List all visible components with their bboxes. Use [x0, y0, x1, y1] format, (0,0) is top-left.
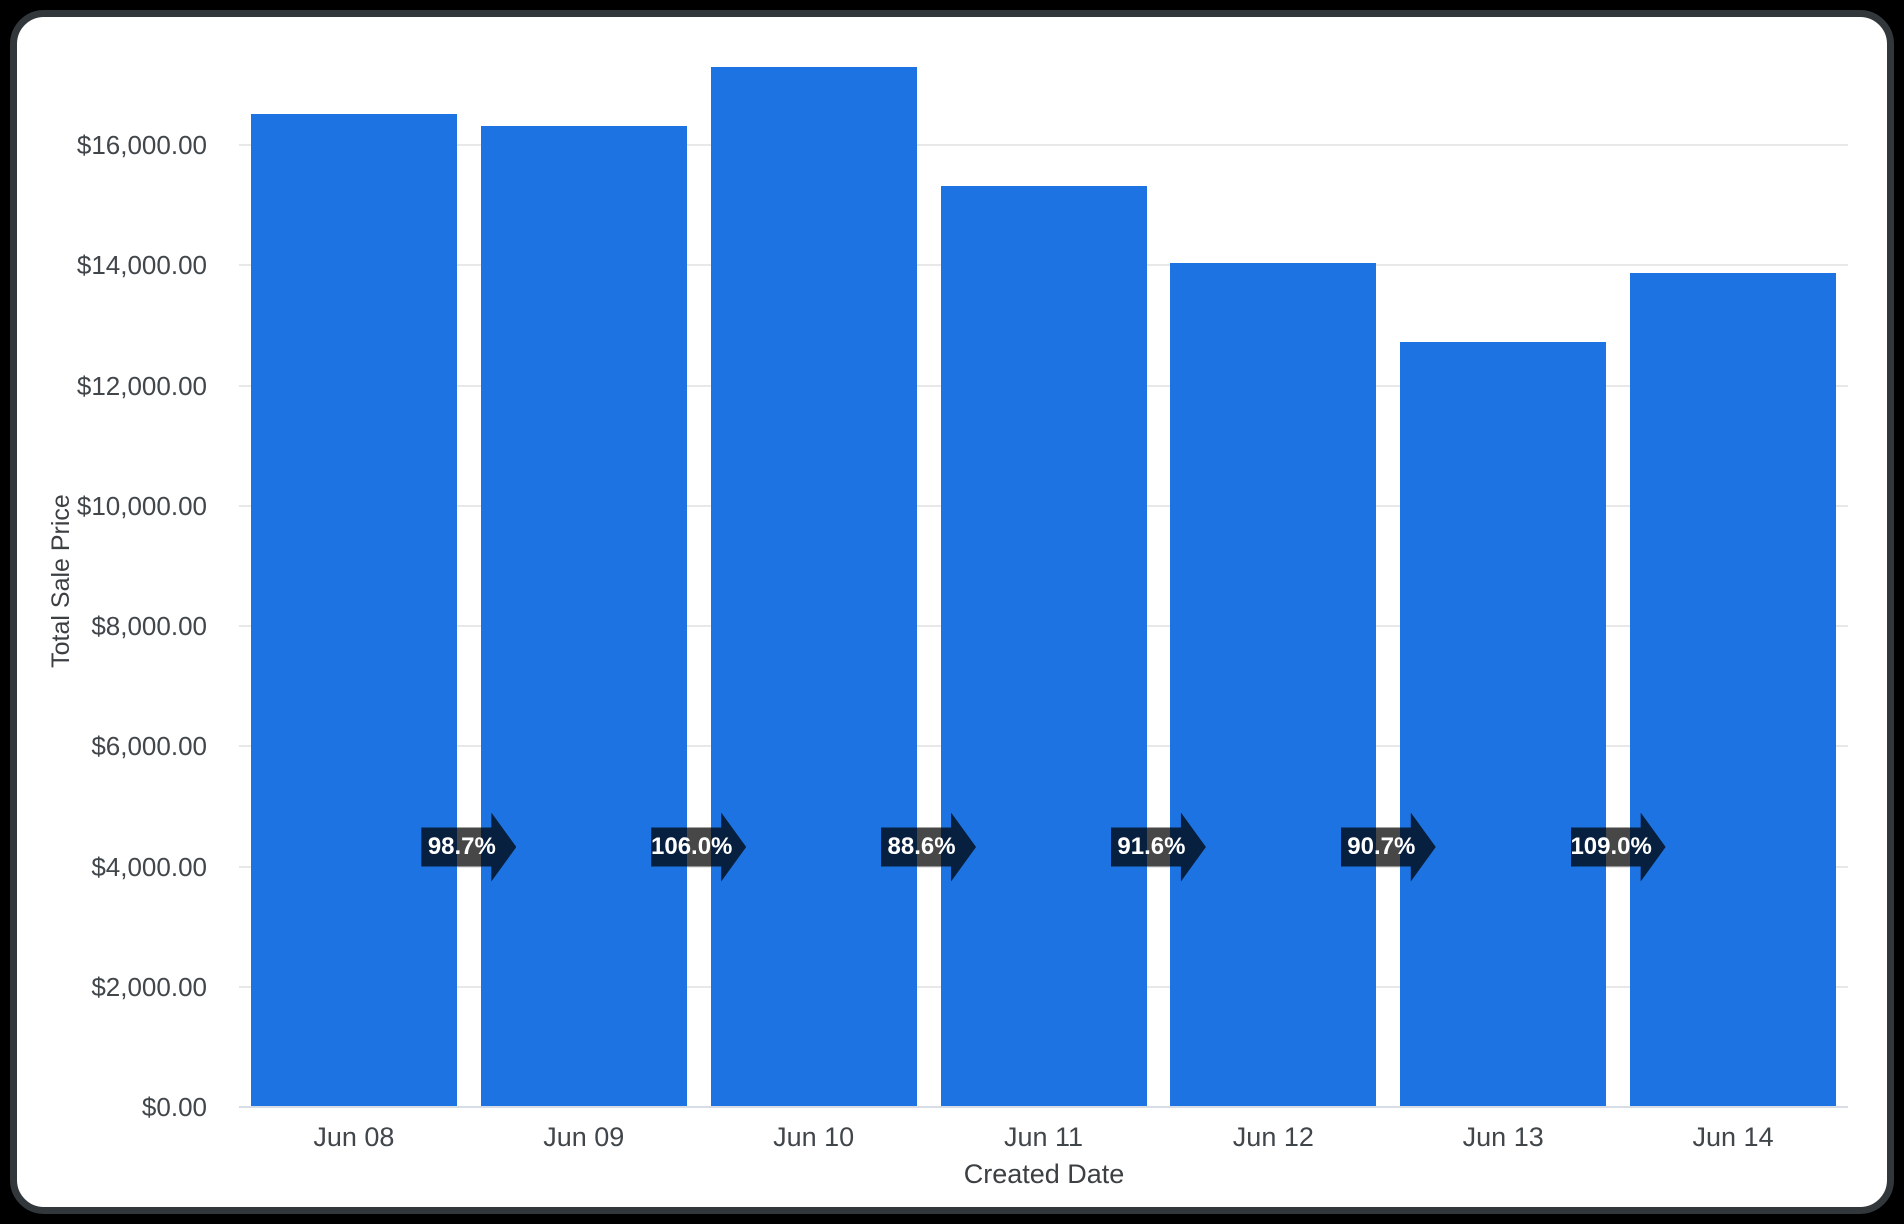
bar-jun-09[interactable] [480, 126, 687, 1107]
x-axis-tick-label: Jun 11 [1003, 1122, 1084, 1152]
bar-jun-13[interactable] [1400, 342, 1607, 1107]
y-axis-tick-label: $16,000.00 [76, 130, 207, 160]
bar-chart: Total Sale Price Created Date $0.00 $2,00… [17, 17, 1887, 1207]
bar-jun-10[interactable] [710, 67, 917, 1107]
y-axis-tick-label: $8,000.00 [91, 611, 207, 641]
x-axis-tick-label: Jun 12 [1232, 1122, 1314, 1152]
y-axis-tick-label: $2,000.00 [91, 971, 207, 1002]
x-axis-line [239, 1106, 1848, 1108]
bar-jun-14[interactable] [1630, 273, 1837, 1107]
bar-jun-11[interactable] [940, 185, 1147, 1107]
x-axis-title: Created Date [963, 1159, 1125, 1189]
x-axis-tick-label: Jun 13 [1462, 1122, 1544, 1152]
y-axis-title: Total Sale Price [47, 494, 75, 668]
y-axis-tick-label: $6,000.00 [91, 731, 207, 762]
x-axis-tick-label: Jun 14 [1692, 1122, 1774, 1152]
y-axis-tick-label: $14,000.00 [76, 250, 207, 281]
chart-card: Total Sale Price Created Date $0.00 $2,00… [10, 10, 1894, 1214]
y-axis-tick-label: $0.00 [141, 1092, 207, 1122]
y-axis-tick-label: $10,000.00 [76, 490, 207, 521]
x-axis-tick-label: Jun 09 [543, 1122, 625, 1152]
bar-jun-08[interactable] [250, 113, 457, 1107]
gridline [239, 144, 1848, 146]
x-axis-tick-label: Jun 08 [313, 1122, 395, 1152]
y-axis-tick-label: $4,000.00 [91, 851, 207, 882]
bar-jun-12[interactable] [1170, 263, 1377, 1107]
x-axis-tick-label: Jun 10 [773, 1122, 855, 1152]
y-axis-tick-label: $12,000.00 [76, 370, 207, 401]
